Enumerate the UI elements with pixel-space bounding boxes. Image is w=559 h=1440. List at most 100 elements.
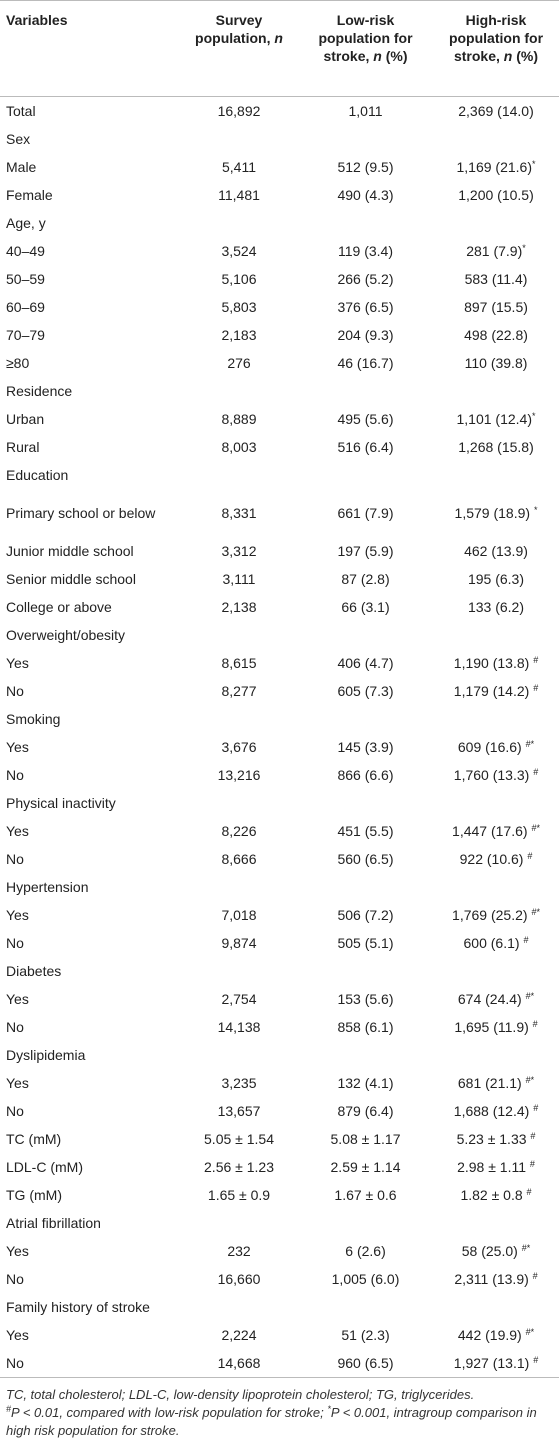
- data-row: TG (mM) 1.65 ± 0.9 1.67 ± 0.6 1.82 ± 0.8 #: [0, 1181, 559, 1209]
- cell-text: 1,101 (12.4): [456, 411, 532, 427]
- header-text: (%): [381, 48, 408, 64]
- group-row: Physical inactivity: [0, 789, 559, 817]
- cell: 8,003: [221, 439, 257, 455]
- empty-cell: [433, 1041, 559, 1069]
- cell: 560 (6.5): [337, 851, 394, 867]
- cell: 8,226: [221, 823, 257, 839]
- empty-cell: [180, 957, 298, 985]
- significance-mark: #*: [525, 1075, 535, 1085]
- footnotes: TC, total cholesterol; LDL-C, low-densit…: [0, 1378, 559, 1440]
- row-label: Residence: [6, 383, 73, 399]
- row-label: TC (mM): [6, 1131, 62, 1147]
- cell: 866 (6.6): [337, 767, 394, 783]
- data-row: No 13,657 879 (6.4) 1,688 (12.4) #: [0, 1097, 559, 1125]
- cell: 13,216: [217, 767, 261, 783]
- cell: 2.98 ± 1.11 #: [433, 1153, 559, 1181]
- significance-mark: #: [523, 935, 529, 945]
- empty-cell: [180, 1209, 298, 1237]
- cell-text: 58 (25.0): [461, 1243, 522, 1259]
- cell-text: 1,760 (13.3): [453, 767, 534, 783]
- group-row: Family history of stroke: [0, 1293, 559, 1321]
- cell-text: 110 (39.8): [464, 355, 528, 371]
- header-row: Variables Survey population, n Low-risk po…: [0, 0, 559, 97]
- data-row: Primary school or below 8,331 661 (7.9) 1,5…: [0, 489, 559, 537]
- empty-cell: [298, 209, 433, 237]
- empty-cell: [433, 621, 559, 649]
- row-label: Overweight/obesity: [6, 627, 126, 643]
- cell: 1,927 (13.1) #: [433, 1349, 559, 1378]
- data-row: Yes 7,018 506 (7.2) 1,769 (25.2) #*: [0, 901, 559, 929]
- data-row: Yes 8,615 406 (4.7) 1,190 (13.8) #: [0, 649, 559, 677]
- empty-cell: [433, 377, 559, 405]
- row-label: Senior middle school: [6, 571, 136, 587]
- data-row: Yes 2,224 51 (2.3) 442 (19.9) #*: [0, 1321, 559, 1349]
- cell-text: 1.82 ± 0.8: [460, 1187, 527, 1203]
- footnote: #P < 0.01, compared with low-risk popula…: [6, 1404, 553, 1440]
- significance-mark: #: [527, 851, 533, 861]
- empty-cell: [180, 209, 298, 237]
- row-label: Yes: [6, 1075, 29, 1091]
- cell: 462 (13.9): [433, 537, 559, 565]
- cell: 66 (3.1): [341, 599, 390, 615]
- data-row: 70–79 2,183 204 (9.3) 498 (22.8): [0, 321, 559, 349]
- cell: 3,312: [221, 543, 257, 559]
- cell-text: 1,200 (10.5): [458, 187, 534, 203]
- cell-text: 1,688 (12.4): [453, 1103, 534, 1119]
- data-row: Female 11,481 490 (4.3) 1,200 (10.5): [0, 181, 559, 209]
- data-row: 50–59 5,106 266 (5.2) 583 (11.4): [0, 265, 559, 293]
- data-row: No 9,874 505 (5.1) 600 (6.1) #: [0, 929, 559, 957]
- header-cell: Low-risk population for stroke, n (%): [298, 0, 433, 97]
- group-row: Age, y: [0, 209, 559, 237]
- cell: 406 (4.7): [337, 655, 394, 671]
- cell: 87 (2.8): [341, 571, 390, 587]
- cell-text: 1,190 (13.8): [453, 655, 534, 671]
- cell: 6 (2.6): [345, 1243, 386, 1259]
- cell: 2.59 ± 1.14: [330, 1159, 401, 1175]
- header-text: Low-risk population for stroke,: [318, 12, 413, 64]
- empty-cell: [180, 1293, 298, 1321]
- cell-text: 1,268 (15.8): [458, 439, 534, 455]
- cell: 442 (19.9) #*: [433, 1321, 559, 1349]
- cell: 133 (6.2): [433, 593, 559, 621]
- row-label: Female: [6, 187, 53, 203]
- cell: 674 (24.4) #*: [433, 985, 559, 1013]
- row-label: Age, y: [6, 215, 46, 231]
- cell: 232: [227, 1243, 251, 1259]
- data-row: Rural 8,003 516 (6.4) 1,268 (15.8): [0, 433, 559, 461]
- group-row: Atrial fibrillation: [0, 1209, 559, 1237]
- row-label: Urban: [6, 411, 45, 427]
- significance-mark: #*: [531, 823, 540, 833]
- cell: 583 (11.4): [433, 265, 559, 293]
- header-cell: Survey population, n: [180, 0, 298, 97]
- row-label: Education: [6, 467, 69, 483]
- cell-text: 681 (21.1): [457, 1075, 526, 1091]
- row-label: Dyslipidemia: [6, 1047, 86, 1063]
- empty-cell: [298, 377, 433, 405]
- row-label: No: [6, 851, 24, 867]
- cell: 110 (39.8): [433, 349, 559, 377]
- cell-text: 2,311 (13.9): [454, 1271, 533, 1287]
- cell-text: 600 (6.1): [463, 935, 524, 951]
- row-label: Family history of stroke: [6, 1299, 150, 1315]
- significance-mark: #: [526, 1187, 532, 1197]
- header-cell: Variables: [0, 0, 180, 97]
- footnote-text: P < 0.01, compared with low-risk populat…: [11, 1405, 328, 1420]
- cell: 5,106: [221, 271, 257, 287]
- group-row: Dyslipidemia: [0, 1041, 559, 1069]
- cell: 1,179 (14.2) #: [433, 677, 559, 705]
- data-row: 40–49 3,524 119 (3.4) 281 (7.9)*: [0, 237, 559, 265]
- cell: 13,657: [217, 1103, 261, 1119]
- row-label: 70–79: [6, 327, 45, 343]
- row-label: No: [6, 683, 24, 699]
- empty-cell: [180, 1041, 298, 1069]
- data-row: College or above 2,138 66 (3.1) 133 (6.2): [0, 593, 559, 621]
- group-row: Hypertension: [0, 873, 559, 901]
- empty-cell: [298, 1293, 433, 1321]
- cell: 1.82 ± 0.8 #: [433, 1181, 559, 1209]
- cell: 195 (6.3): [433, 565, 559, 593]
- cell: 8,615: [221, 655, 257, 671]
- cell: 609 (16.6) #*: [433, 733, 559, 761]
- empty-cell: [180, 377, 298, 405]
- empty-cell: [180, 873, 298, 901]
- empty-cell: [433, 705, 559, 733]
